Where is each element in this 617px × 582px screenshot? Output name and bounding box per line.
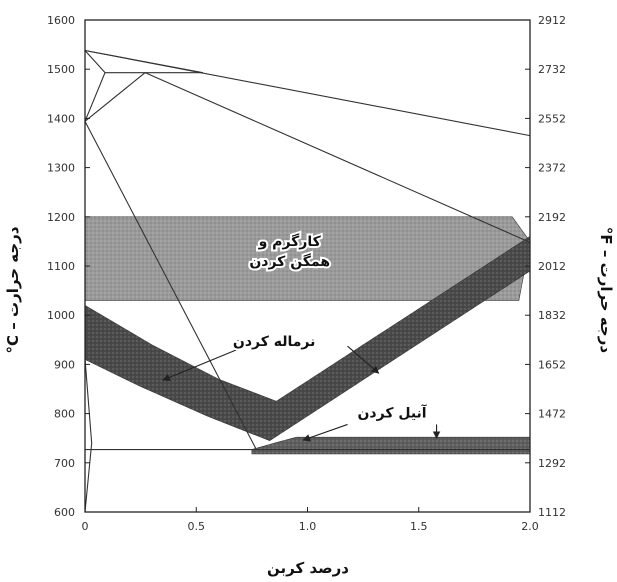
y-left-tick-label: 600 [54,506,75,519]
y-right-tick-label: 2912 [538,14,566,27]
y-left-tick-label: 1500 [47,63,75,76]
y-right-tick-label: 2192 [538,211,566,224]
region-2-texture [85,236,530,441]
y-right-tick-label: 1292 [538,457,566,470]
region-1-label: همگن کردن [249,253,330,270]
labels-layer: کارگرم و همگن کردن نرماله کردن آنیل کردن [231,231,430,423]
y-right-tick-label: 2732 [538,63,566,76]
region-1-texture [85,216,530,301]
left-axis: 600 700 800 900 1000 1100 1200 1300 1400 1500 1600 [47,14,90,519]
bottom-axis: 0 0.5 1.0 1.5 2.0 [82,507,539,533]
y-right-tick-label: 2552 [538,112,566,125]
x-tick-label: 0 [82,520,89,533]
x-tick-label: 1.5 [410,520,428,533]
y-left-tick-label: 1000 [47,309,75,322]
phase-lines-layer [84,49,531,513]
phase-line-8 [84,358,93,513]
y-axis-left-title: درجه حرارت – C° [4,226,22,353]
y-right-tick-label: 1832 [538,309,566,322]
region-2-arrow [347,345,380,374]
phase-line-2 [84,50,106,122]
y-left-tick-label: 1400 [47,112,75,125]
y-right-tick-label: 1652 [538,358,566,371]
region-2-arrow [162,345,246,382]
phase-line-5 [84,72,531,243]
y-axis-right-title: درجه حرارت – F° [597,227,615,353]
right-axis: 1112 1292 1472 1652 1832 2012 2192 2372 2552 2732… [525,14,566,519]
region-2-label: نرماله کردن [233,334,316,350]
y-right-tick-label: 1112 [538,506,566,519]
arrows-layer [162,345,441,442]
phase-line-3 [84,49,204,74]
x-axis-title: درصد کربن [267,559,349,577]
x-tick-label: 0.5 [188,520,206,533]
y-left-tick-label: 1300 [47,162,75,175]
y-right-tick-label: 1472 [538,408,566,421]
phase-line-6 [84,121,257,450]
y-left-tick-label: 900 [54,358,75,371]
region-1-label: کارگرم و [258,233,322,250]
y-left-tick-label: 1200 [47,211,75,224]
y-right-tick-label: 2372 [538,162,566,175]
x-tick-label: 2.0 [521,520,539,533]
region-3-label: آنیل کردن [357,404,427,422]
region-3-arrow [302,423,348,442]
y-left-tick-label: 1600 [47,14,75,27]
x-tick-label: 1.0 [299,520,317,533]
y-left-tick-label: 800 [54,408,75,421]
y-right-tick-label: 2012 [538,260,566,273]
y-left-tick-label: 1100 [47,260,75,273]
region-3-texture [251,437,530,454]
y-left-tick-label: 700 [54,457,75,470]
